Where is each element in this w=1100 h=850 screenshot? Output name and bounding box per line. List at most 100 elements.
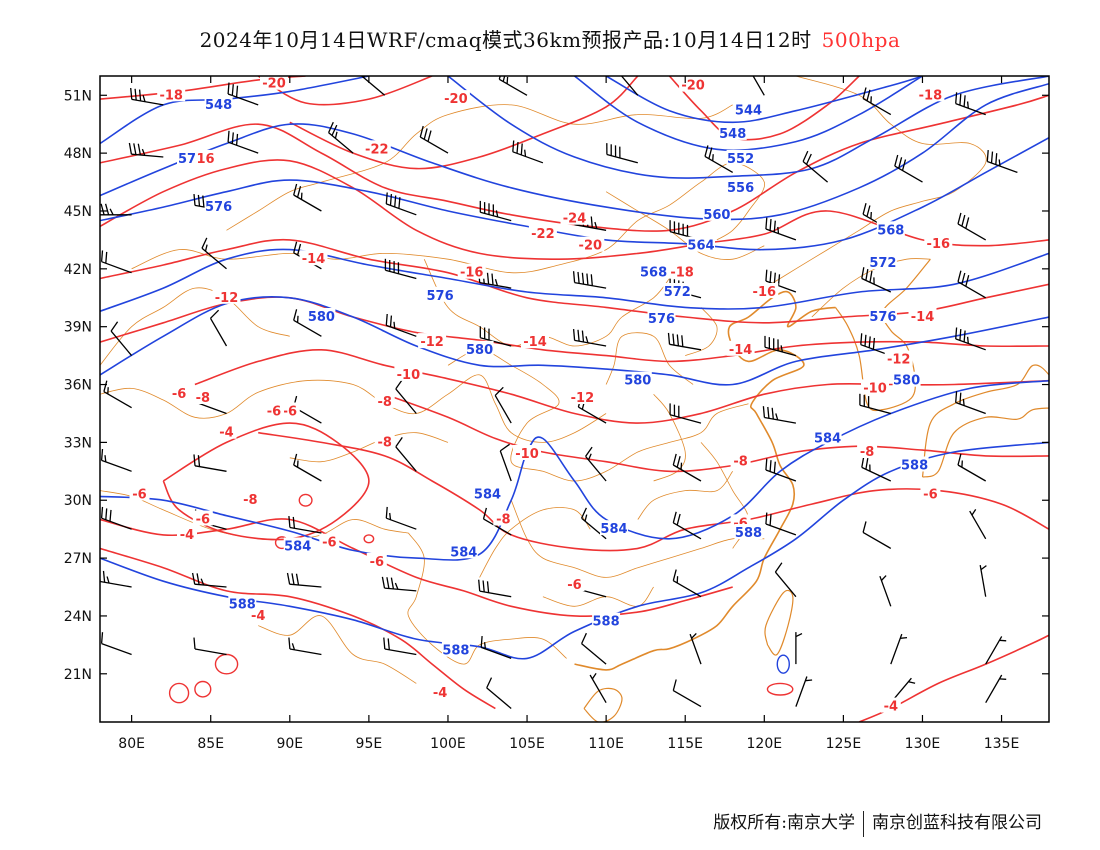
- wind-barb: [969, 509, 987, 540]
- temperature-label: -8: [860, 445, 874, 460]
- temperature-label-bg: [192, 389, 213, 404]
- wind-barb: [764, 335, 797, 357]
- height-label-bg: [900, 456, 929, 472]
- height-label: 588: [593, 615, 620, 630]
- wind-barb: [209, 309, 228, 347]
- wind-barb: [957, 270, 987, 299]
- copyright-text: 版权所有:南京大学: [713, 813, 855, 833]
- temperature-label-bg: [908, 308, 937, 323]
- wind-barb: [672, 453, 702, 482]
- wind-barb: [762, 406, 797, 424]
- copyright-footer: 版权所有:南京大学 南京创蓝科技有限公司: [713, 808, 1042, 837]
- temperature-label-bg: [568, 389, 597, 404]
- wind-barb: [979, 564, 987, 597]
- wind-barb: [862, 521, 892, 549]
- wind-barb: [672, 511, 702, 540]
- pressure-level: 500hpa: [821, 28, 901, 52]
- height-label-bg: [892, 371, 921, 387]
- wind-barb: [581, 632, 607, 665]
- province-boundary: [605, 332, 694, 385]
- x-tick-label: 95E: [356, 736, 383, 752]
- wind-barb: [861, 456, 892, 482]
- height-label: 568: [640, 266, 667, 281]
- wind-barb: [328, 121, 354, 154]
- wind-barb: [100, 448, 132, 472]
- province-boundary: [423, 259, 670, 347]
- contour-labels: -18 -20 -20 -22 -16 -20 -24 -22 -20 -18 -16 -16 -14 -…: [129, 76, 953, 715]
- province-boundary: [226, 104, 733, 231]
- height-label-bg: [687, 236, 715, 252]
- wind-barb: [193, 637, 227, 656]
- wind-barb: [585, 446, 607, 482]
- height-label-bg: [702, 205, 731, 221]
- height-label: 580: [893, 374, 920, 389]
- height-contour: [447, 76, 1049, 179]
- wind-barb: [288, 516, 322, 534]
- province-boundary: [100, 374, 607, 443]
- x-tick-label: 85E: [197, 736, 224, 752]
- height-label: 584: [600, 522, 627, 537]
- temperature-contour: [257, 76, 433, 106]
- wind-barb: [293, 309, 322, 337]
- wind-barb: [985, 636, 1007, 665]
- temperature-label: -16: [460, 266, 484, 281]
- province-boundary: [605, 191, 765, 260]
- temperature-label-bg: [513, 445, 541, 460]
- height-label: 584: [284, 540, 311, 555]
- height-label-bg: [726, 178, 755, 194]
- height-label: 580: [624, 374, 651, 389]
- temperature-label: -16: [753, 285, 777, 300]
- height-contour: [605, 76, 923, 124]
- wind-barb: [100, 506, 132, 530]
- height-label: 576: [427, 289, 454, 304]
- temperature-label-bg: [129, 485, 150, 501]
- temperature-contour: [100, 94, 1049, 232]
- wind-barb: [795, 676, 813, 707]
- height-contour: [100, 82, 1049, 221]
- wind-barb: [986, 150, 1018, 174]
- x-tick-label: 135E: [984, 736, 1020, 752]
- temperature-label-bg: [248, 606, 269, 622]
- wind-barb: [193, 454, 227, 472]
- wind-barb: [479, 200, 512, 222]
- wind-barb: [669, 403, 702, 424]
- temperature-label-bg: [418, 333, 447, 349]
- wind-barb: [861, 267, 892, 293]
- y-tick-label: 24N: [64, 609, 92, 625]
- temperature-label: -8: [196, 391, 210, 406]
- y-tick-label: 45N: [64, 204, 92, 220]
- wind-barb: [498, 76, 528, 96]
- temperature-label-bg: [374, 392, 395, 408]
- wind-barb: [859, 393, 891, 415]
- temperature-label: -22: [365, 142, 389, 157]
- height-label-bg: [734, 101, 763, 117]
- temperature-contour: [258, 431, 1049, 552]
- wind-barb: [620, 76, 639, 96]
- y-tick-label: 30N: [64, 493, 92, 509]
- height-label: 588: [735, 526, 762, 541]
- temperature-label: -4: [884, 700, 898, 715]
- x-tick-label: 125E: [826, 736, 862, 752]
- wind-barb: [667, 332, 702, 351]
- wind-barb: [480, 636, 512, 660]
- height-label: 580: [308, 310, 335, 325]
- temperature-label-bg: [264, 402, 284, 418]
- wind-barb: [765, 217, 797, 241]
- height-label-bg: [623, 371, 652, 387]
- wind-barb: [955, 92, 986, 116]
- wind-barb: [360, 76, 386, 96]
- temperature-label: -16: [927, 237, 951, 252]
- title-text: 2024年10月14日WRF/cmaq模式36km预报产品:10月14日12时: [199, 28, 812, 52]
- wind-barb: [890, 633, 908, 665]
- province-boundary: [258, 615, 417, 684]
- wind-barb: [293, 183, 322, 212]
- temperature-label-bg: [192, 510, 213, 526]
- province-boundary: [289, 432, 449, 463]
- temperature-label: -4: [433, 686, 447, 701]
- height-label: 580: [466, 343, 493, 358]
- height-label: 576: [648, 312, 675, 327]
- temperature-label-bg: [157, 86, 186, 102]
- temperature-cell: [766, 682, 794, 696]
- wind-barb: [955, 391, 986, 415]
- wind-barb: [482, 507, 512, 536]
